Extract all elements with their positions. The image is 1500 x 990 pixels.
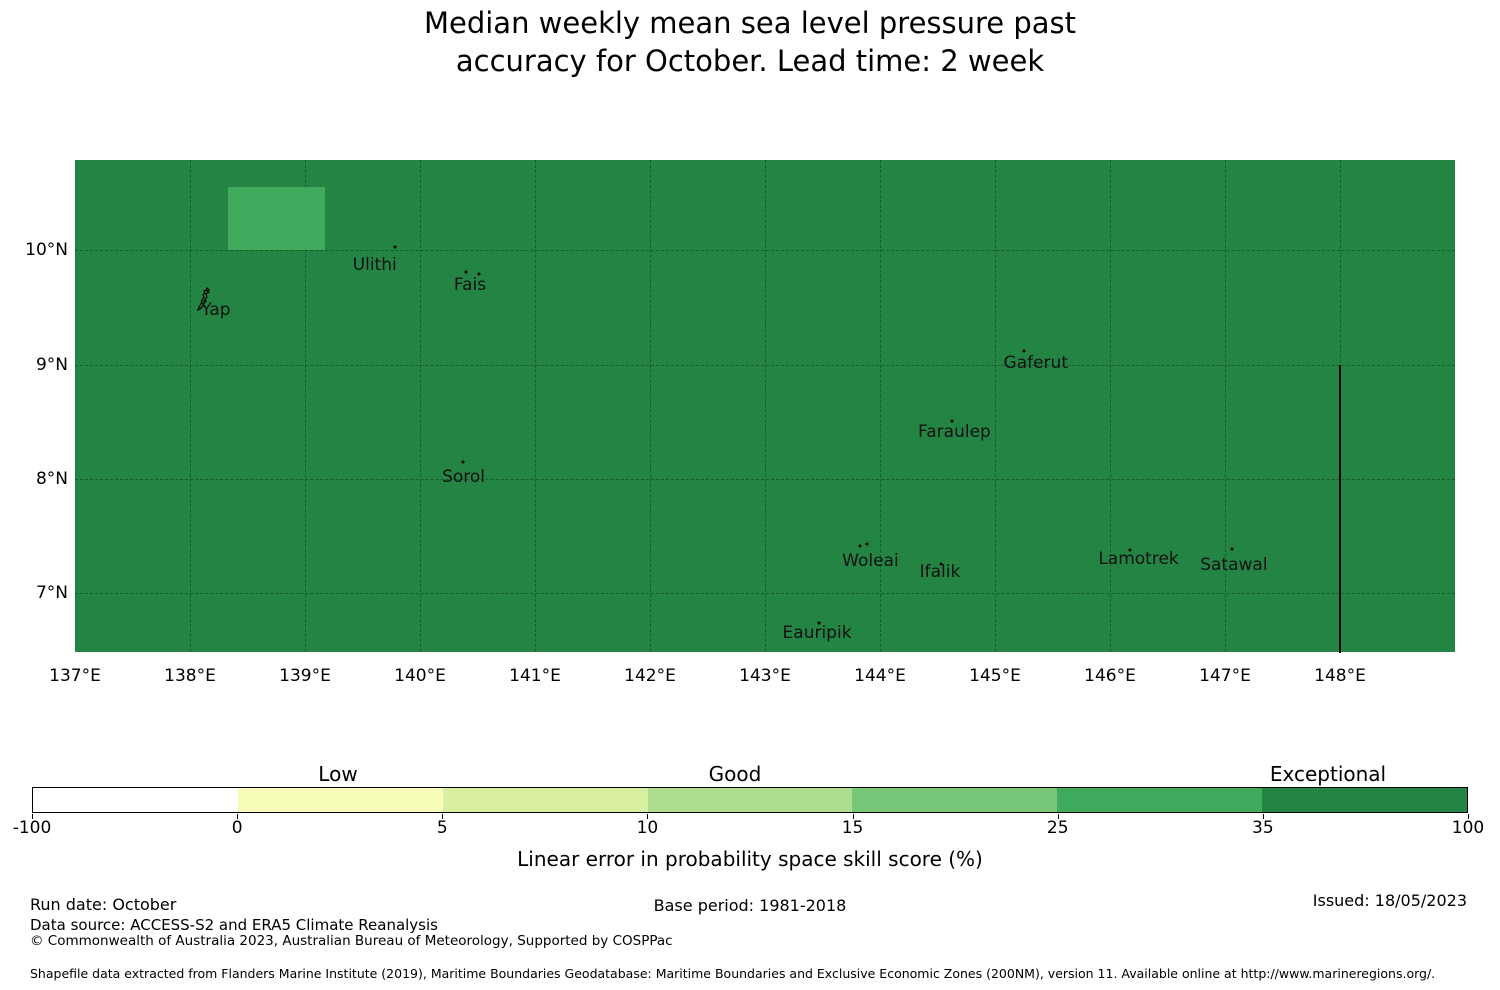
x-tick-label: 138°E [164,666,216,686]
grid-line-vertical [1110,160,1111,652]
y-tick-label: 10°N [25,240,68,261]
x-tick-label: 147°E [1199,666,1251,686]
y-tick-label: 8°N [35,468,68,489]
grid-line-vertical [535,160,536,652]
y-tick-label: 7°N [35,583,68,604]
colorbar-category-label: Good [708,762,762,786]
colorbar-tick-label: -100 [12,818,52,838]
island-dot-fais [477,272,481,276]
island-dot-eauripik [817,621,821,625]
grid-line-horizontal [75,593,1455,595]
island-label-ifalik: Ifalik [919,561,961,582]
grid-line-vertical [305,160,306,652]
colorbar-tick [1262,814,1264,819]
grid-line-vertical [880,160,881,652]
grid-line-horizontal [75,364,1455,366]
colorbar-segment [852,788,1058,812]
island-dot-woleai [858,544,862,548]
x-tick-label: 141°E [509,666,561,686]
eez-boundary-line [1339,364,1341,653]
x-tick-label: 145°E [969,666,1021,686]
island-label-fais: Fais [453,275,487,296]
island-label-sorol: Sorol [442,466,486,487]
colorbar-segment [33,788,238,812]
island-dot-fais [464,270,468,274]
footer-issued: Issued: 18/05/2023 [1312,891,1467,910]
chart-title: Median weekly mean sea level pressure pa… [0,4,1500,80]
colorbar-tick-label: 0 [231,818,243,838]
island-dot-gaferut [1022,349,1026,353]
colorbar-segment [237,788,443,812]
colorbar-title: Linear error in probability space skill … [517,847,983,871]
data-cell [227,187,325,251]
grid-line-horizontal [75,478,1455,480]
colorbar-segment [1262,788,1468,812]
colorbar-tick-label: 25 [1046,818,1069,838]
island-label-eauripik: Eauripik [782,623,852,644]
island-label-yap: Yap [201,299,231,320]
island-label-woleai: Woleai [842,551,899,572]
map-plot: Yap Ulithi Fais Sorol Gaferut Faraulep Woleai I… [75,160,1455,653]
footer-copyright: © Commonwealth of Australia 2023, Austra… [30,933,673,949]
island-label-lamotrek: Lamotrek [1098,548,1179,569]
chart-title-line2: accuracy for October. Lead time: 2 week [455,44,1045,78]
colorbar-tick-label: 10 [636,818,659,838]
grid-line-vertical [420,160,421,652]
grid-line-vertical [765,160,766,652]
colorbar-tick-label: 35 [1252,818,1274,838]
island-dot-yap [203,299,207,303]
grid-line-horizontal [75,250,1455,252]
island-dot-sorol [461,460,465,464]
colorbar-tick-label: 100 [1451,818,1485,838]
colorbar-tick-label: 5 [436,818,448,838]
chart-title-line1: Median weekly mean sea level pressure pa… [423,6,1077,40]
island-dot-ulithi [393,245,397,249]
x-tick-label: 142°E [624,666,676,686]
footer-base-period: Base period: 1981-2018 [653,896,847,915]
x-tick-label: 137°E [49,666,101,686]
colorbar-tick [647,814,649,819]
island-dot-ifalik [939,562,943,566]
x-tick-label: 144°E [854,666,906,686]
colorbar [32,787,1468,813]
colorbar-tick-label: 15 [841,818,864,838]
grid-line-vertical [190,160,191,652]
colorbar-segment [442,788,648,812]
island-label-satawal: Satawal [1200,554,1268,575]
footer-run-date: Run date: October [30,895,177,914]
footer-data-source: Data source: ACCESS-S2 and ERA5 Climate … [30,916,438,934]
island-label-faraulep: Faraulep [918,421,991,442]
colorbar-tick [1468,814,1469,819]
colorbar-segment [647,788,853,812]
x-tick-label: 139°E [279,666,331,686]
island-dot-woleai [865,542,869,546]
colorbar-tick [852,814,854,819]
colorbar-tick [32,814,33,819]
x-tick-label: 143°E [739,666,791,686]
colorbar-tick [442,814,444,819]
x-tick-label: 148°E [1314,666,1366,686]
x-tick-label: 146°E [1084,666,1136,686]
x-tick-label: 140°E [394,666,446,686]
island-dot-faraulep [950,419,954,423]
colorbar-category-label: Low [318,762,358,786]
island-label-gaferut: Gaferut [1003,352,1068,373]
island-dot-satawal [1230,547,1234,551]
colorbar-segment [1057,788,1263,812]
island-label-ulithi: Ulithi [352,254,397,275]
y-tick-label: 9°N [35,354,68,375]
island-dot-lamotrek [1128,548,1132,552]
colorbar-tick [237,814,239,819]
colorbar-category-label: Exceptional [1269,762,1387,786]
grid-line-vertical [995,160,996,652]
colorbar-tick [1057,814,1059,819]
grid-line-vertical [650,160,651,652]
yap-island-shape [196,286,213,315]
footer-shapefile: Shapefile data extracted from Flanders M… [30,966,1436,981]
grid-line-vertical [1225,160,1226,652]
